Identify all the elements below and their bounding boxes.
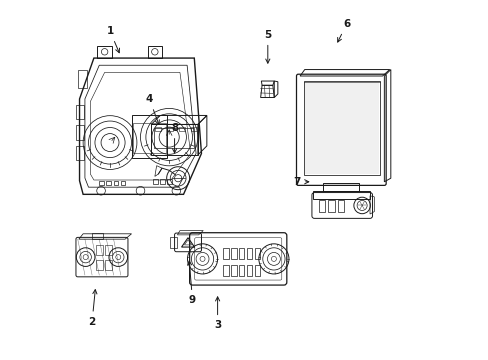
Bar	[105, 260, 112, 270]
Bar	[238, 248, 244, 258]
Text: 2: 2	[88, 290, 97, 327]
Bar	[254, 265, 260, 276]
Bar	[167, 179, 172, 184]
Text: 8: 8	[171, 123, 178, 153]
Bar	[76, 126, 83, 140]
Bar	[78, 70, 86, 88]
Bar	[121, 181, 125, 185]
Bar	[154, 128, 194, 148]
Bar	[169, 237, 177, 248]
Text: 5: 5	[264, 30, 271, 63]
Bar	[96, 245, 102, 255]
Bar	[147, 45, 162, 58]
Bar	[303, 81, 379, 175]
Text: 1: 1	[106, 26, 119, 53]
Bar	[223, 248, 228, 258]
Bar	[133, 123, 165, 153]
Bar	[190, 127, 197, 131]
Bar	[318, 200, 325, 212]
Bar	[97, 45, 112, 58]
Bar	[131, 116, 167, 158]
Bar	[113, 181, 118, 185]
Bar	[92, 233, 102, 239]
Bar	[246, 265, 252, 276]
Bar	[166, 127, 173, 131]
Bar	[223, 265, 228, 276]
Text: 4: 4	[145, 94, 159, 125]
Bar	[254, 248, 260, 258]
Bar	[230, 265, 236, 276]
Bar	[312, 191, 369, 199]
Bar	[99, 181, 104, 185]
Bar	[96, 260, 102, 270]
Bar	[155, 127, 161, 131]
Bar	[323, 183, 359, 192]
Text: 6: 6	[337, 19, 349, 42]
Bar	[106, 181, 111, 185]
Bar	[230, 248, 236, 258]
Bar	[304, 82, 378, 174]
Bar	[327, 200, 334, 212]
Text: 3: 3	[214, 297, 221, 330]
Bar	[160, 179, 164, 184]
Bar	[246, 248, 252, 258]
Bar	[337, 200, 344, 212]
Text: 9: 9	[187, 261, 196, 305]
Bar	[179, 127, 185, 131]
Bar	[238, 265, 244, 276]
Bar	[76, 146, 83, 160]
Bar	[153, 179, 158, 184]
Bar	[76, 105, 83, 120]
Text: 7: 7	[292, 177, 308, 187]
Bar	[105, 245, 112, 255]
Bar	[151, 125, 198, 155]
